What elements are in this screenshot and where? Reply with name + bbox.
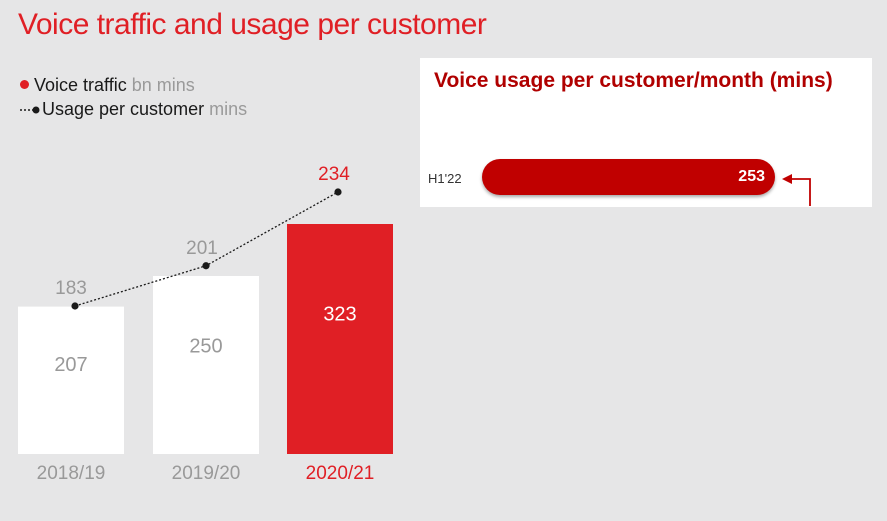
voice-traffic-chart: 207 2018/19 250 2019/20 323 2020/21 183 201 234 <box>18 164 393 484</box>
legend-usage-unit: mins <box>209 99 248 119</box>
page-title: Voice traffic and usage per customer <box>18 8 487 41</box>
legend-usage-label: Usage per customer <box>42 99 205 119</box>
usage-point <box>71 302 79 310</box>
bar-voice-traffic <box>287 224 393 454</box>
bar-value-label: 250 <box>189 335 222 357</box>
dotted-line-marker-icon <box>20 106 40 114</box>
legend-traffic-unit: bn mins <box>131 75 195 95</box>
usage-point <box>202 262 210 270</box>
inset-title: Voice usage per customer/month (mins) <box>434 69 833 92</box>
bar-voice-traffic <box>153 275 259 454</box>
legend-traffic-label: Voice traffic <box>34 75 127 95</box>
usage-inset-panel: Voice usage per customer/month (mins) H1… <box>420 58 872 207</box>
usage-value-label: 234 <box>318 164 350 185</box>
arrow-left-icon <box>782 174 811 206</box>
legend-voice-traffic: Voice traffic bn mins <box>20 75 195 96</box>
usage-value-label: 183 <box>55 278 87 299</box>
red-dot-icon <box>20 80 29 89</box>
x-tick-label: 2018/19 <box>37 463 106 484</box>
bar-voice-traffic <box>18 306 124 454</box>
inset-category-label: H1'22 <box>428 171 462 186</box>
bar-value-label: 323 <box>323 304 356 326</box>
x-tick-label: 2019/20 <box>172 463 241 484</box>
inset-bar: 253 <box>482 159 775 195</box>
usage-point <box>334 188 342 196</box>
x-tick-label: 2020/21 <box>306 463 375 484</box>
legend-usage-per-customer: Usage per customer mins <box>20 99 247 120</box>
usage-value-label: 201 <box>186 238 218 259</box>
inset-bar-value: 253 <box>738 168 765 185</box>
bar-value-label: 207 <box>54 354 87 376</box>
